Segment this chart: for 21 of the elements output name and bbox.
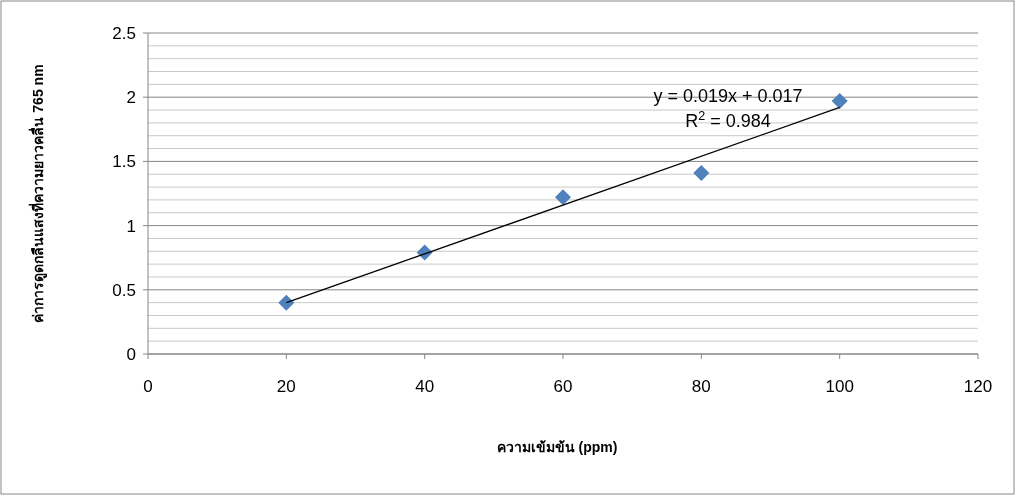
x-tick-label: 20 [276,377,296,396]
x-tick-label: 100 [825,377,854,396]
y-axis-title: ค่าการดูดกลืนแสงที่ความยาวคลื่น 765 nm [28,64,47,323]
y-tick-label: 1 [126,216,136,236]
x-tick-label: 120 [963,377,993,396]
point [278,294,295,311]
y-tick-label: 0.5 [112,280,136,300]
x-tick-label: 40 [415,377,435,396]
point [831,93,848,110]
y-tick-label: 0 [126,345,136,364]
x-tick-label: 80 [691,377,711,396]
point [555,189,571,206]
y-tick-label: 1.5 [112,152,136,172]
y-tick-label: 2.5 [112,24,136,43]
x-tick-label: 0 [143,377,153,396]
annotation: R$^{2}$ = 0.984 [685,109,771,131]
x-tick-label: 60 [553,377,573,396]
x-axis-title: ความเข้มข้น (ppm) [496,439,618,455]
y-tick-label: 2 [126,88,136,108]
point [693,164,710,181]
annotation: y = 0.019x + 0.017 [653,86,803,106]
